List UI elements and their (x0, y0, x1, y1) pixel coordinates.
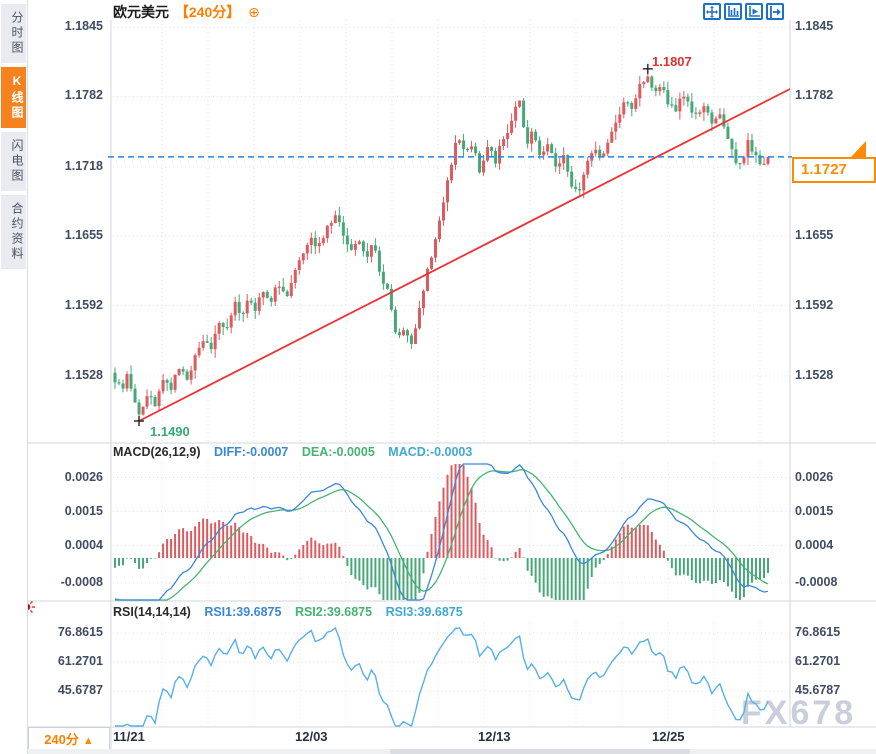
y-axis-tick: 1.1782 (795, 88, 834, 103)
y-axis-tick: 76.8615 (795, 625, 841, 639)
chart-toolbar (703, 3, 784, 20)
y-axis-tick: 45.6787 (795, 683, 841, 697)
macd-macd-value: MACD:-0.0003 (388, 445, 473, 459)
sidebar-tab-kline-chart[interactable]: K线图 (1, 67, 26, 128)
price-up-arrow-icon (851, 141, 866, 157)
x-axis-label: 12/13 (478, 729, 511, 744)
y-axis-tick: 1.1718 (64, 158, 103, 173)
y-axis-scale-button[interactable] (724, 3, 742, 20)
y-axis-tick: 0.0015 (795, 503, 834, 518)
current-price-badge: 1.1727 (792, 157, 876, 183)
rsi3-value: RSI3:39.6875 (385, 605, 463, 619)
x-axis-label: 11/21 (113, 729, 145, 744)
rsi1-value: RSI1:39.6875 (204, 605, 282, 619)
y-axis-tick: 1.1592 (64, 297, 103, 312)
y-axis-tick: 1.1845 (64, 19, 103, 33)
x-axis-label: 12/25 (652, 729, 685, 744)
horizontal-scrollbar (0, 749, 876, 754)
move-cross-icon (706, 5, 718, 18)
y-axis-tick: 76.8615 (57, 625, 103, 639)
macd-diff-value: DIFF:-0.0007 (214, 445, 289, 459)
y-axis-tick: 1.1528 (64, 367, 103, 382)
y-axis-tick: 0.0026 (64, 469, 103, 484)
y-axis-tick: 61.2701 (57, 654, 103, 668)
macd-header: MACD(26,12,9) DIFF:-0.0007 DEA:-0.0005 M… (113, 445, 482, 459)
x-axis-label: 12/03 (295, 729, 328, 744)
y-axis-tick: 1.1655 (795, 228, 834, 243)
y-axis-tick: 1.1655 (64, 228, 103, 243)
macd-dea-line (114, 469, 769, 601)
period-label: 【240分】 (174, 4, 241, 20)
macd-diff-line (115, 463, 769, 601)
trendline[interactable] (138, 88, 791, 422)
y-axis-tick: 1.1845 (795, 19, 834, 33)
y-axis-tick: 45.6787 (57, 683, 103, 697)
swing-low-label: 1.1490 (150, 424, 190, 439)
arrow-out-icon (770, 5, 781, 18)
add-indicator-icon[interactable]: ⊕ (248, 4, 260, 20)
scrollbar-thumb[interactable] (390, 749, 690, 754)
symbol-name: 欧元美元 (113, 4, 169, 20)
macd-title: MACD(26,12,9) (113, 445, 201, 459)
sidebar-tab-time-chart[interactable]: 分时图 (1, 4, 26, 63)
y-axis-tick: -0.0008 (795, 574, 838, 589)
candlestick-series (113, 68, 770, 422)
y-axis-tick: 0.0004 (795, 537, 834, 552)
rsi-header: RSI(14,14,14) RSI1:39.6875 RSI2:39.6875 … (113, 605, 473, 619)
y-axis-tick: 61.2701 (795, 654, 841, 668)
axis-play-icon (749, 5, 760, 17)
swing-high-label: 1.1807 (652, 54, 692, 69)
watermark: FX678 (741, 694, 857, 732)
move-chart-button[interactable] (703, 3, 721, 20)
rsi-line (115, 626, 769, 728)
y-axis-tick: 0.0015 (64, 503, 103, 518)
y-axis-tick: 0.0004 (64, 537, 103, 552)
axis-bars-icon (728, 5, 739, 17)
period-selector-label: 240分 (44, 732, 79, 747)
y-axis-tick: 1.1528 (795, 367, 834, 382)
y-axis-tick: 1.1782 (64, 88, 103, 103)
next-data-button[interactable] (766, 3, 784, 20)
macd-dea-value: DEA:-0.0005 (301, 445, 375, 459)
y-axis-tick: 0.0026 (795, 469, 834, 484)
chart-title: 欧元美元 【240分】 ⊕ (113, 2, 260, 20)
rsi-title: RSI(14,14,14) (113, 605, 191, 619)
x-axis-scale-button[interactable] (745, 3, 763, 20)
y-axis-tick: -0.0008 (60, 574, 103, 589)
sidebar-tab-contract-info[interactable]: 合约资料 (1, 195, 26, 269)
sidebar-tab-lightning-chart[interactable]: 闪电图 (1, 132, 26, 191)
macd-histogram (114, 464, 769, 600)
y-axis-tick: 1.1592 (795, 297, 834, 312)
sidebar: 分时图 K线图 闪电图 合约资料 (0, 0, 28, 754)
period-up-triangle-icon: ▲ (82, 735, 94, 747)
rsi2-value: RSI2:39.6875 (294, 605, 373, 619)
